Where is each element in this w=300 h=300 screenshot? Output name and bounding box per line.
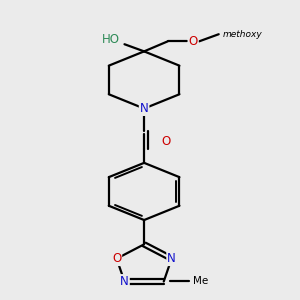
Text: methoxy: methoxy bbox=[223, 30, 262, 39]
Text: Me: Me bbox=[193, 277, 208, 286]
Text: N: N bbox=[167, 252, 176, 265]
Text: HO: HO bbox=[102, 33, 120, 46]
Text: N: N bbox=[140, 102, 148, 115]
Text: N: N bbox=[120, 275, 129, 288]
Text: O: O bbox=[112, 252, 121, 265]
Text: O: O bbox=[189, 35, 198, 48]
Text: O: O bbox=[161, 135, 170, 148]
